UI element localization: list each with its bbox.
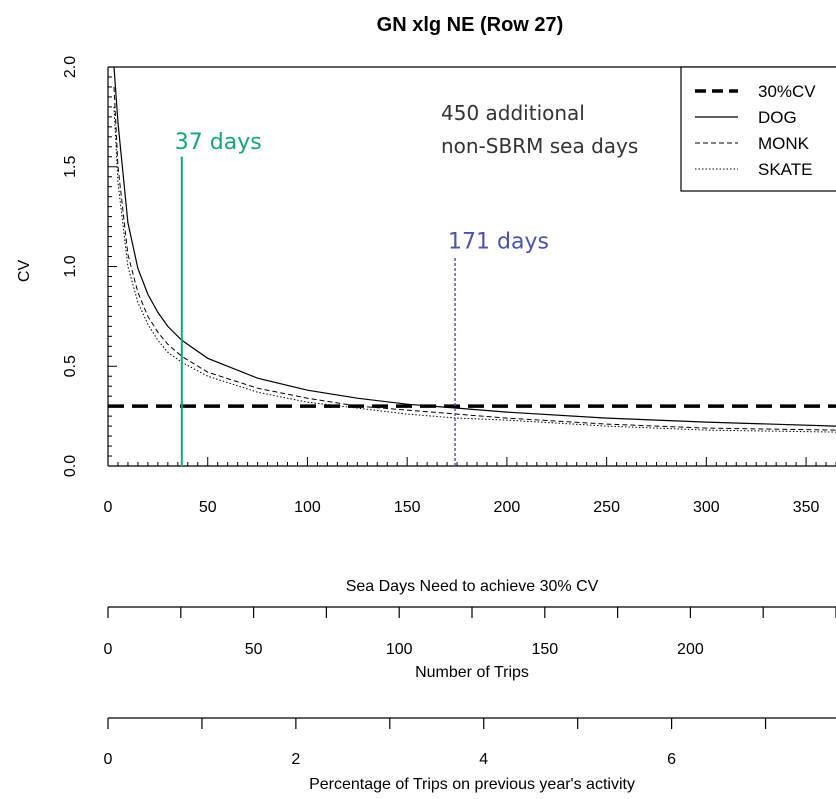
annotation-line: 450 additional [441,101,585,125]
secondary-tick-label: 0 [104,751,113,768]
y-tick-label: 0.5 [62,355,79,377]
legend-label: SKATE [758,160,812,179]
series-line-monk [113,86,836,431]
secondary-tick-label: 200 [677,641,704,658]
x-tick-label: 150 [394,499,421,516]
x-tick-label: 100 [294,499,321,516]
x-axis-label: Sea Days Need to achieve 30% CV [346,578,599,595]
y-tick-label: 0.0 [62,455,79,477]
secondary-tick-label: 100 [386,641,413,658]
secondary-tick-label: 150 [531,641,558,658]
secondary-axis-title: Number of Trips [415,664,529,681]
y-tick-label: 1.5 [62,156,79,178]
secondary-tick-label: 4 [479,751,488,768]
x-tick-label: 350 [793,499,820,516]
legend-label: 30%CV [758,82,816,101]
marker-label: 171 days [448,230,549,255]
x-tick-label: 250 [593,499,620,516]
y-tick-label: 1.0 [62,255,79,277]
secondary-tick-label: 2 [291,751,300,768]
chart-title: GN xlg NE (Row 27) [377,14,564,36]
y-tick-label: 2.0 [62,56,79,78]
secondary-tick-label: 50 [245,641,263,658]
secondary-tick-label: 0 [104,641,113,658]
x-tick-label: 0 [104,499,113,516]
x-tick-label: 300 [693,499,720,516]
secondary-tick-label: 6 [667,751,676,768]
x-tick-label: 50 [199,499,217,516]
y-axis-label: CV [16,260,33,283]
legend-label: MONK [758,134,810,153]
legend-label: DOG [758,108,797,127]
x-tick-label: 200 [494,499,521,516]
series-line-dog [113,67,836,427]
annotation-line: non-SBRM sea days [441,134,638,158]
legend-box [680,66,836,192]
secondary-axis-title: Percentage of Trips on previous year's a… [309,776,635,793]
marker-label: 37 days [175,130,262,155]
